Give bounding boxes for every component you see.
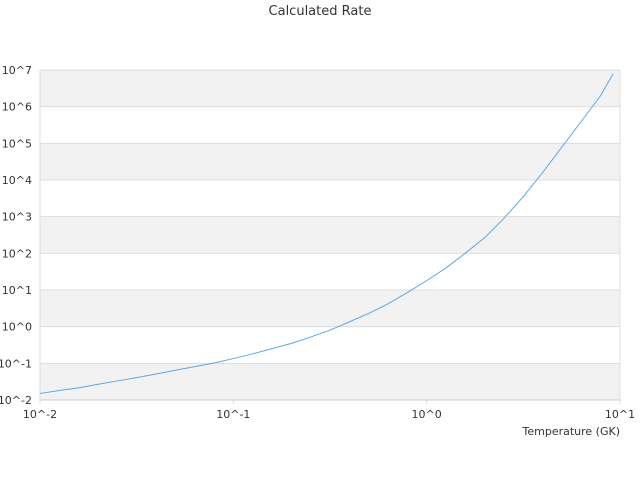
y-tick-label: 10^-1 [0, 357, 32, 370]
y-tick-label: 10^2 [2, 247, 32, 260]
chart-title: Calculated Rate [268, 4, 372, 19]
series-layer [39, 73, 614, 394]
axes [39, 70, 621, 401]
x-tick-label: 10^-1 [216, 408, 250, 421]
grid-band [40, 70, 620, 107]
tick-labels: 10^-2 10^-1 10^0 10^1 10^2 10^3 10^4 10^5 10^6 10… [0, 64, 635, 421]
grid-band [40, 143, 620, 180]
y-tick-label: 10^3 [2, 211, 32, 224]
y-tick-label: 10^6 [2, 101, 32, 114]
y-tick-label: 10^7 [2, 64, 32, 77]
x-tick-label: 10^0 [412, 408, 442, 421]
x-axis-label: Temperature (GK) [522, 425, 621, 438]
y-tick-label: 10^5 [2, 137, 32, 150]
x-tick-label: 10^1 [605, 408, 635, 421]
series-line [39, 73, 614, 394]
y-tick-label: 10^0 [2, 321, 32, 334]
background-bands [40, 70, 620, 400]
x-tick-label: 10^-2 [23, 408, 57, 421]
grid-band [40, 290, 620, 327]
y-tick-label: 10^4 [2, 174, 32, 187]
grid-band [40, 363, 620, 400]
grid-band [40, 216, 620, 254]
y-tick-label: 10^1 [2, 284, 32, 297]
y-tick-label: 10^-2 [0, 394, 32, 407]
